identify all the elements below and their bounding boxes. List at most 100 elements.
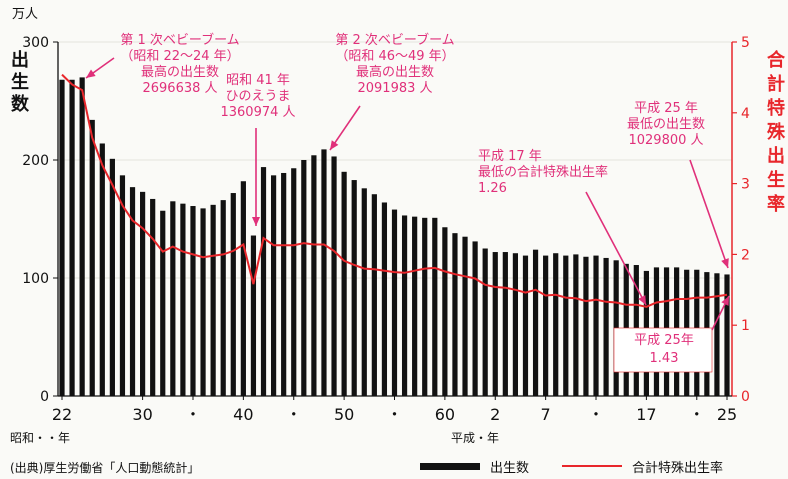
birth-bar bbox=[492, 252, 498, 396]
birth-bar bbox=[401, 215, 408, 396]
birth-bar bbox=[220, 200, 226, 396]
showa-era-label: 昭和・・年 bbox=[10, 431, 70, 445]
birth-bar bbox=[250, 235, 257, 396]
x-tick-label: 60 bbox=[435, 405, 455, 424]
annotation-line: 平成 17 年 bbox=[478, 149, 542, 164]
birth-bar bbox=[129, 187, 136, 396]
annotation-arrowhead bbox=[638, 295, 646, 305]
left-tick-label: 200 bbox=[22, 153, 49, 169]
x-tick-label: ・ bbox=[386, 405, 402, 424]
annotation-line: ひのえうま bbox=[225, 89, 290, 104]
left-tick-label: 300 bbox=[22, 35, 49, 51]
annotation-line: 2091983 人 bbox=[357, 81, 432, 96]
annotation-line: （昭和 46～49 年） bbox=[335, 49, 454, 64]
x-tick-label: ・ bbox=[689, 405, 705, 424]
annotation-line: 昭和 41 年 bbox=[226, 73, 290, 88]
axis-ticks: 0 100 200 300 0 1 2 3 4 5 22 30 ・ 40 ・ 50 ・ 60 2 7 ・ 17 ・ 25 bbox=[22, 35, 750, 424]
heisei-era-label: 平成・年 bbox=[451, 431, 499, 445]
birth-bar bbox=[391, 209, 398, 396]
annotation-arrow bbox=[689, 159, 729, 269]
annotation-line: 第 1 次ベビーブーム bbox=[120, 32, 239, 48]
birth-bar bbox=[170, 201, 176, 396]
birth-bar bbox=[140, 191, 146, 396]
x-tick-label: 30 bbox=[132, 405, 152, 424]
x-tick-label: 2 bbox=[490, 405, 500, 424]
annotation-line: （昭和 22～24 年） bbox=[120, 49, 239, 64]
left-axis-unit: 万人 bbox=[12, 7, 38, 22]
annotation-line: 2696638 人 bbox=[142, 81, 217, 96]
birth-bar bbox=[381, 202, 388, 396]
x-tick-label: 40 bbox=[233, 405, 253, 424]
right-tick-label: 4 bbox=[741, 106, 750, 122]
annotation-line: 最高の出生数 bbox=[141, 64, 219, 80]
birth-bar bbox=[89, 119, 95, 396]
annotation-arrowhead bbox=[721, 296, 729, 306]
birth-bar bbox=[321, 149, 327, 396]
annotation-h25rate: 平成 25年 1.43 bbox=[613, 295, 730, 373]
birth-bar bbox=[281, 172, 287, 396]
annotation-arrowhead bbox=[86, 69, 96, 78]
birth-bar bbox=[432, 217, 438, 396]
x-tick-label: 50 bbox=[334, 405, 354, 424]
right-axis-title: 合計特殊出生率 bbox=[767, 49, 786, 215]
birth-bar bbox=[603, 257, 609, 396]
fertility-rate-line bbox=[61, 73, 728, 308]
birth-bar bbox=[361, 188, 367, 396]
birth-bar bbox=[502, 252, 508, 396]
annotation-arrowhead bbox=[252, 217, 260, 226]
x-tick-label: 25 bbox=[717, 405, 737, 424]
right-tick-label: 5 bbox=[741, 35, 750, 51]
birth-bar bbox=[512, 253, 519, 396]
birth-bar bbox=[482, 248, 488, 396]
source-note: (出典)厚生労働省「人口動態統計」 bbox=[10, 460, 199, 475]
birth-bar bbox=[462, 236, 468, 396]
right-tick-label: 0 bbox=[741, 389, 750, 405]
annotation-line: 1.26 bbox=[478, 181, 507, 196]
left-axis-title: 出生数 bbox=[11, 49, 30, 115]
birth-bar bbox=[180, 203, 186, 396]
birth-bar bbox=[99, 143, 105, 396]
annotation-line: 平成 25 年 bbox=[634, 101, 698, 116]
birth-bar bbox=[291, 168, 297, 396]
birth-bar bbox=[260, 167, 267, 396]
birth-bar bbox=[311, 155, 317, 396]
birth-bar bbox=[522, 255, 529, 396]
annotation-arrowhead bbox=[721, 258, 729, 268]
x-tick-label: 22 bbox=[52, 405, 72, 424]
annotation-line: 1360974 人 bbox=[220, 105, 295, 120]
right-tick-label: 3 bbox=[741, 177, 750, 193]
birth-bar bbox=[79, 77, 85, 397]
x-tick-label: 7 bbox=[541, 405, 551, 424]
birth-bar bbox=[160, 210, 166, 396]
birth-bar bbox=[59, 79, 65, 396]
birth-bar bbox=[452, 233, 458, 396]
x-tick-label: 17 bbox=[636, 405, 656, 424]
x-tick-label: ・ bbox=[286, 405, 302, 424]
birth-bar bbox=[190, 206, 196, 396]
birth-bar bbox=[240, 181, 246, 396]
annotation-line: 1029800 人 bbox=[628, 133, 703, 148]
birth-bar bbox=[532, 249, 539, 396]
birth-bar bbox=[472, 241, 478, 396]
annotation-box bbox=[613, 327, 713, 373]
birth-bar bbox=[150, 198, 156, 396]
birth-bar bbox=[593, 255, 599, 396]
right-tick-label: 2 bbox=[741, 247, 750, 263]
birth-bar bbox=[109, 158, 115, 396]
birth-bar bbox=[553, 253, 559, 396]
birth-bar bbox=[351, 180, 357, 396]
birth-bar bbox=[270, 175, 277, 396]
legend-swatch-births bbox=[420, 463, 480, 470]
birth-bar bbox=[230, 193, 236, 396]
legend: 出生数 合計特殊出生率 bbox=[420, 460, 723, 476]
birth-bar bbox=[341, 171, 347, 396]
annotation-line: 第 2 次ベビーブーム bbox=[335, 32, 454, 48]
birth-bar bbox=[200, 208, 206, 396]
birth-bar bbox=[724, 274, 730, 396]
